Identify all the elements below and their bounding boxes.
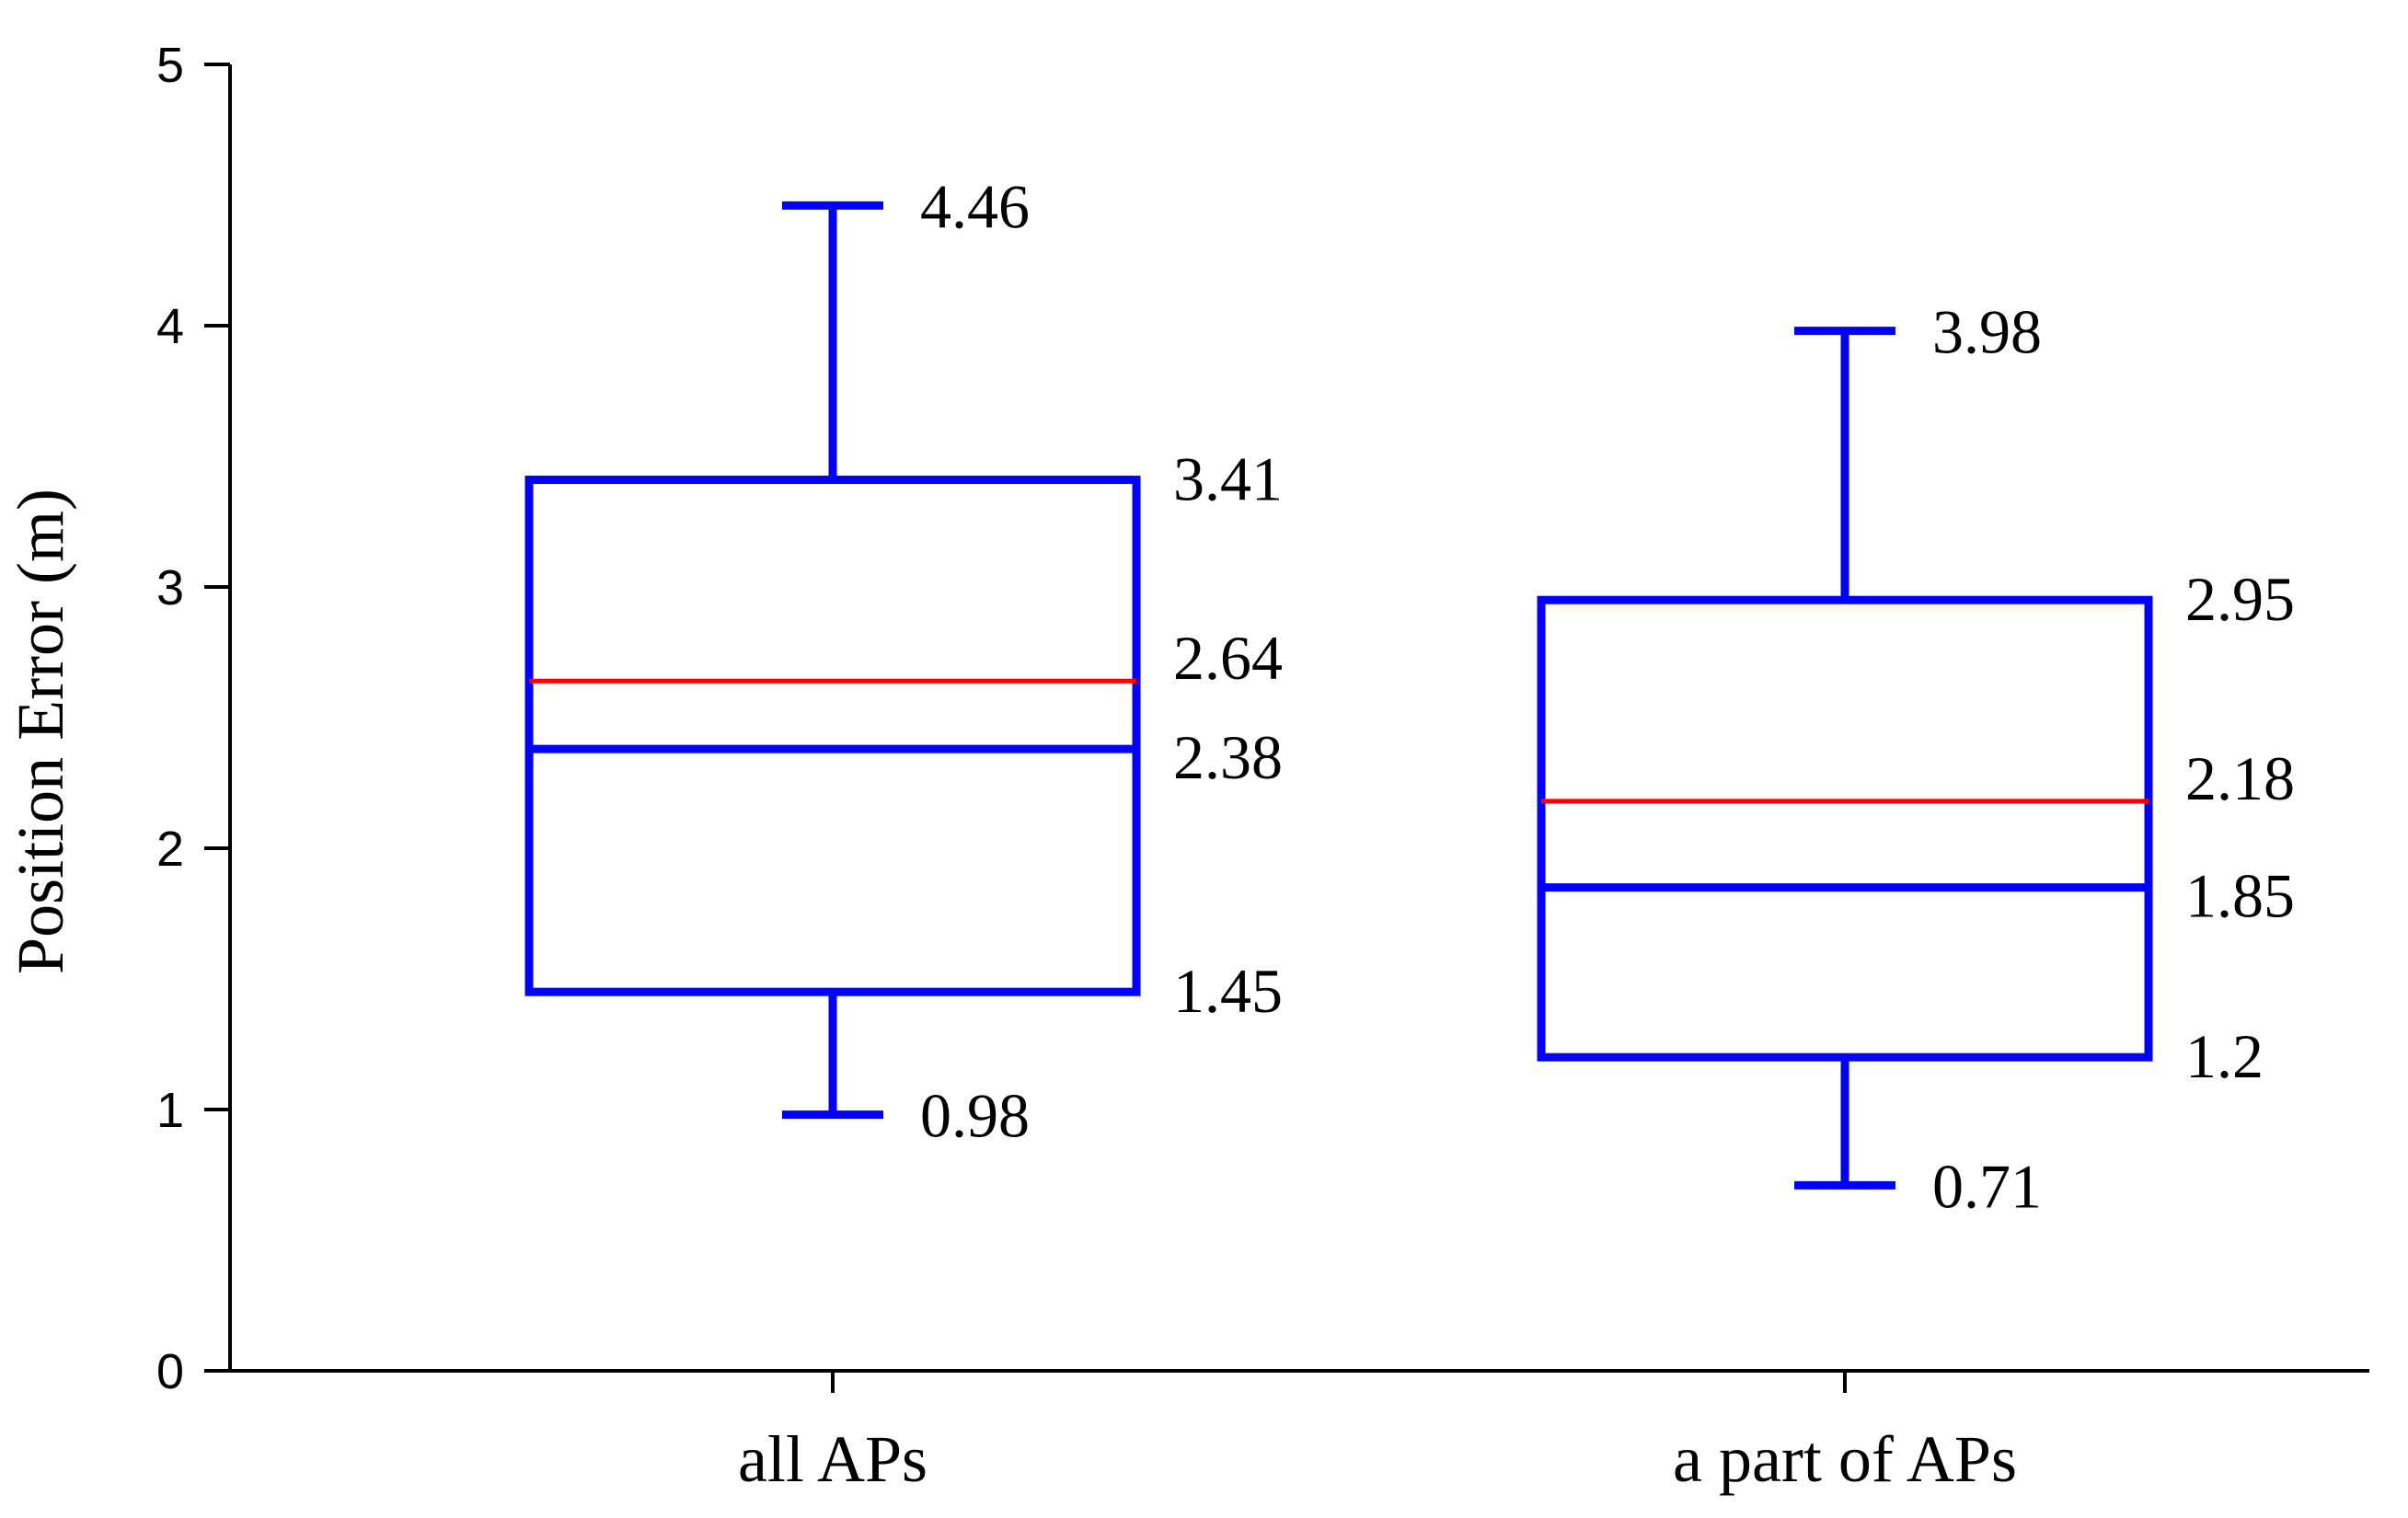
data-label-whisker-low: 0.98: [920, 1081, 1030, 1151]
y-tick-label: 2: [156, 822, 184, 877]
data-label-median: 2.38: [1173, 722, 1283, 792]
boxes-layer: [524, 201, 2153, 1190]
data-label-whisker-high: 4.46: [920, 171, 1030, 241]
data-label-q1: 1.2: [2185, 1021, 2264, 1091]
y-tick-label: 5: [156, 38, 184, 93]
y-tick-label: 1: [156, 1083, 184, 1138]
box-1: [524, 201, 1141, 1120]
data-label-mean: 2.18: [2185, 743, 2295, 813]
x-tick-label: all APs: [738, 1422, 927, 1496]
labels-layer: 4.46 3.41 2.64 2.38 1.45 0.98 3.98 2.95 2.18 1.85…: [920, 171, 2295, 1221]
data-label-q3: 3.41: [1173, 444, 1283, 514]
data-label-whisker-high: 3.98: [1932, 297, 2042, 367]
iqr-box: [524, 476, 1141, 996]
x-tick-label: a part of APs: [1673, 1422, 2017, 1496]
iqr-box: [1537, 595, 2153, 1062]
data-label-whisker-low: 0.71: [1932, 1151, 2042, 1221]
data-label-q1: 1.45: [1173, 956, 1283, 1026]
y-axis-title: Position Error (m): [4, 489, 77, 974]
y-tick-label: 4: [156, 299, 184, 354]
axes-layer: 0 1 2 3 4 5 all APs a part of APs: [156, 38, 2369, 1496]
data-label-q3: 2.95: [2185, 564, 2295, 634]
data-label-median: 1.85: [2185, 861, 2295, 931]
data-label-mean: 2.64: [1173, 623, 1283, 693]
y-tick-label: 0: [156, 1344, 184, 1399]
y-tick-label: 3: [156, 560, 184, 615]
box-2: [1537, 327, 2153, 1190]
